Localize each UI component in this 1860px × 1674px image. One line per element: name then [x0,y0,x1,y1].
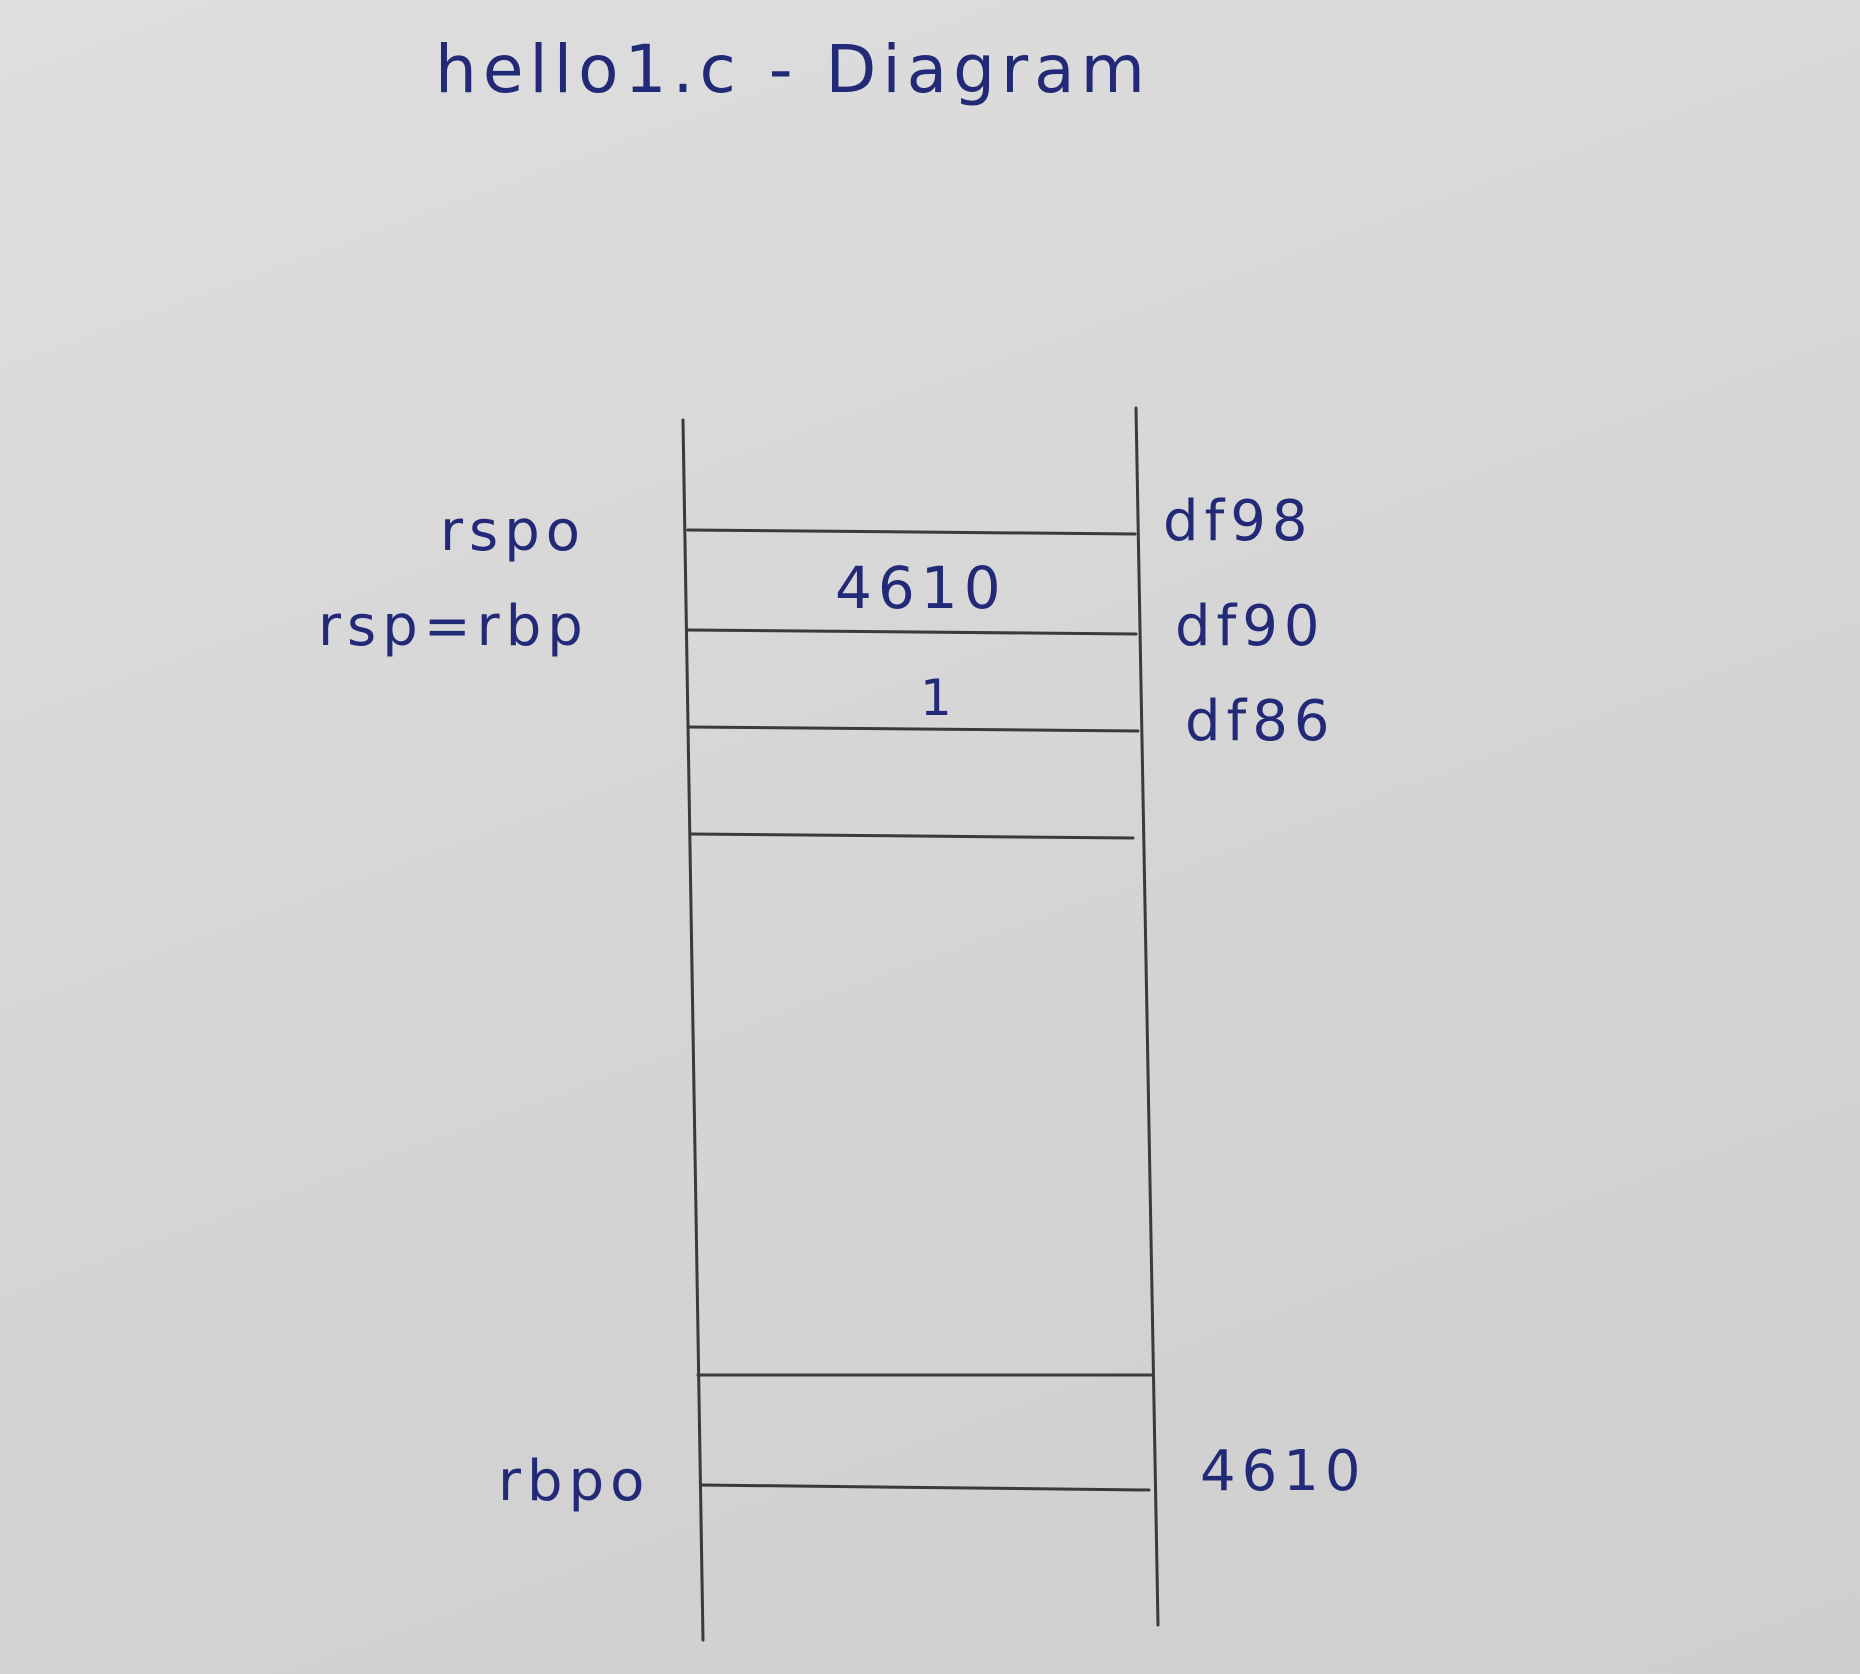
stack-right-wall [1134,406,1160,1627]
slot-divider-df98 [686,528,1137,536]
slot-divider-df90 [686,628,1138,636]
label-rsp-eq-rbp: rsp=rbp [318,594,589,659]
slot-divider-df86 [687,725,1140,733]
stack-left-wall [681,418,705,1642]
address-df86: df86 [1185,689,1336,754]
address-4610: 4610 [1200,1439,1367,1504]
slot-divider-rbpo [699,1483,1151,1492]
address-df90: df90 [1175,594,1326,659]
cell-value-4610: 4610 [835,554,1007,622]
label-rbpo: rbpo [498,1449,650,1514]
slot-divider-empty [689,832,1135,840]
address-df98: df98 [1163,489,1314,554]
diagram-title: hello1.c - Diagram [435,31,1151,108]
cell-value-1: 1 [920,669,958,727]
label-rspo: rspo [440,499,586,564]
